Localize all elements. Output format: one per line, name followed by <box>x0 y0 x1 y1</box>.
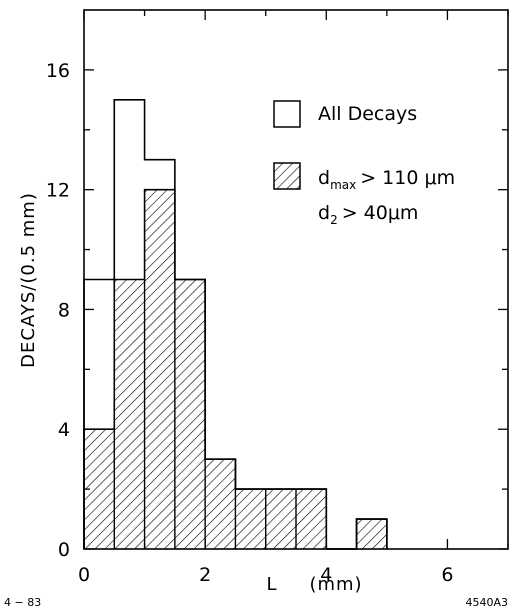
legend: All Decays dmax > 110 μm d2 > 40μm <box>273 100 455 227</box>
y-axis-label: DECAYS/(0.5 mm) <box>18 192 39 368</box>
legend-label-all-decays: All Decays <box>318 103 417 125</box>
hatched-bar <box>174 279 206 549</box>
all-decays-series-outline <box>83 99 388 550</box>
y-tick-label: 16 <box>46 60 70 82</box>
y-tick-label: 8 <box>58 299 70 321</box>
x-tick-label: 6 <box>441 564 453 586</box>
y-tick-label: 12 <box>46 180 70 202</box>
figure-id-label: 4540A3 <box>465 596 508 609</box>
figure-date-label: 4 − 83 <box>4 596 41 609</box>
y-tick-label: 4 <box>58 419 70 441</box>
legend-swatch-all-decays <box>273 100 301 128</box>
legend-d2-subscript: 2 <box>330 213 338 227</box>
x-axis-unit: (mm) <box>309 574 362 595</box>
hatched-bar <box>144 189 175 549</box>
chart-marks <box>83 99 388 550</box>
legend-swatch-cut-decays <box>273 162 301 190</box>
hatched-bar <box>205 459 236 549</box>
y-tick-label: 0 <box>58 539 70 561</box>
x-tick-label: 4 <box>320 564 332 586</box>
hatched-bar <box>235 489 266 549</box>
legend-d-max: d <box>318 167 330 189</box>
legend-d2: d <box>318 202 330 224</box>
hatched-bar <box>356 519 387 549</box>
axis-ticks: 0 4 8 12 16 0 2 4 6 <box>46 10 509 586</box>
legend-d2-condition: > 40μm <box>342 202 419 224</box>
x-tick-label: 0 <box>78 564 90 586</box>
hatched-bar <box>265 489 296 549</box>
hatched-bar <box>296 489 327 549</box>
x-axis-label: L <box>266 574 277 595</box>
legend-d-max-condition: > 110 μm <box>360 167 455 189</box>
legend-label-cut-line2: d2 > 40μm <box>318 202 418 227</box>
legend-label-cut-line1: dmax > 110 μm <box>318 167 455 192</box>
legend-d-max-subscript: max <box>330 178 356 192</box>
hatched-bar <box>114 279 145 549</box>
x-tick-label: 2 <box>199 564 211 586</box>
